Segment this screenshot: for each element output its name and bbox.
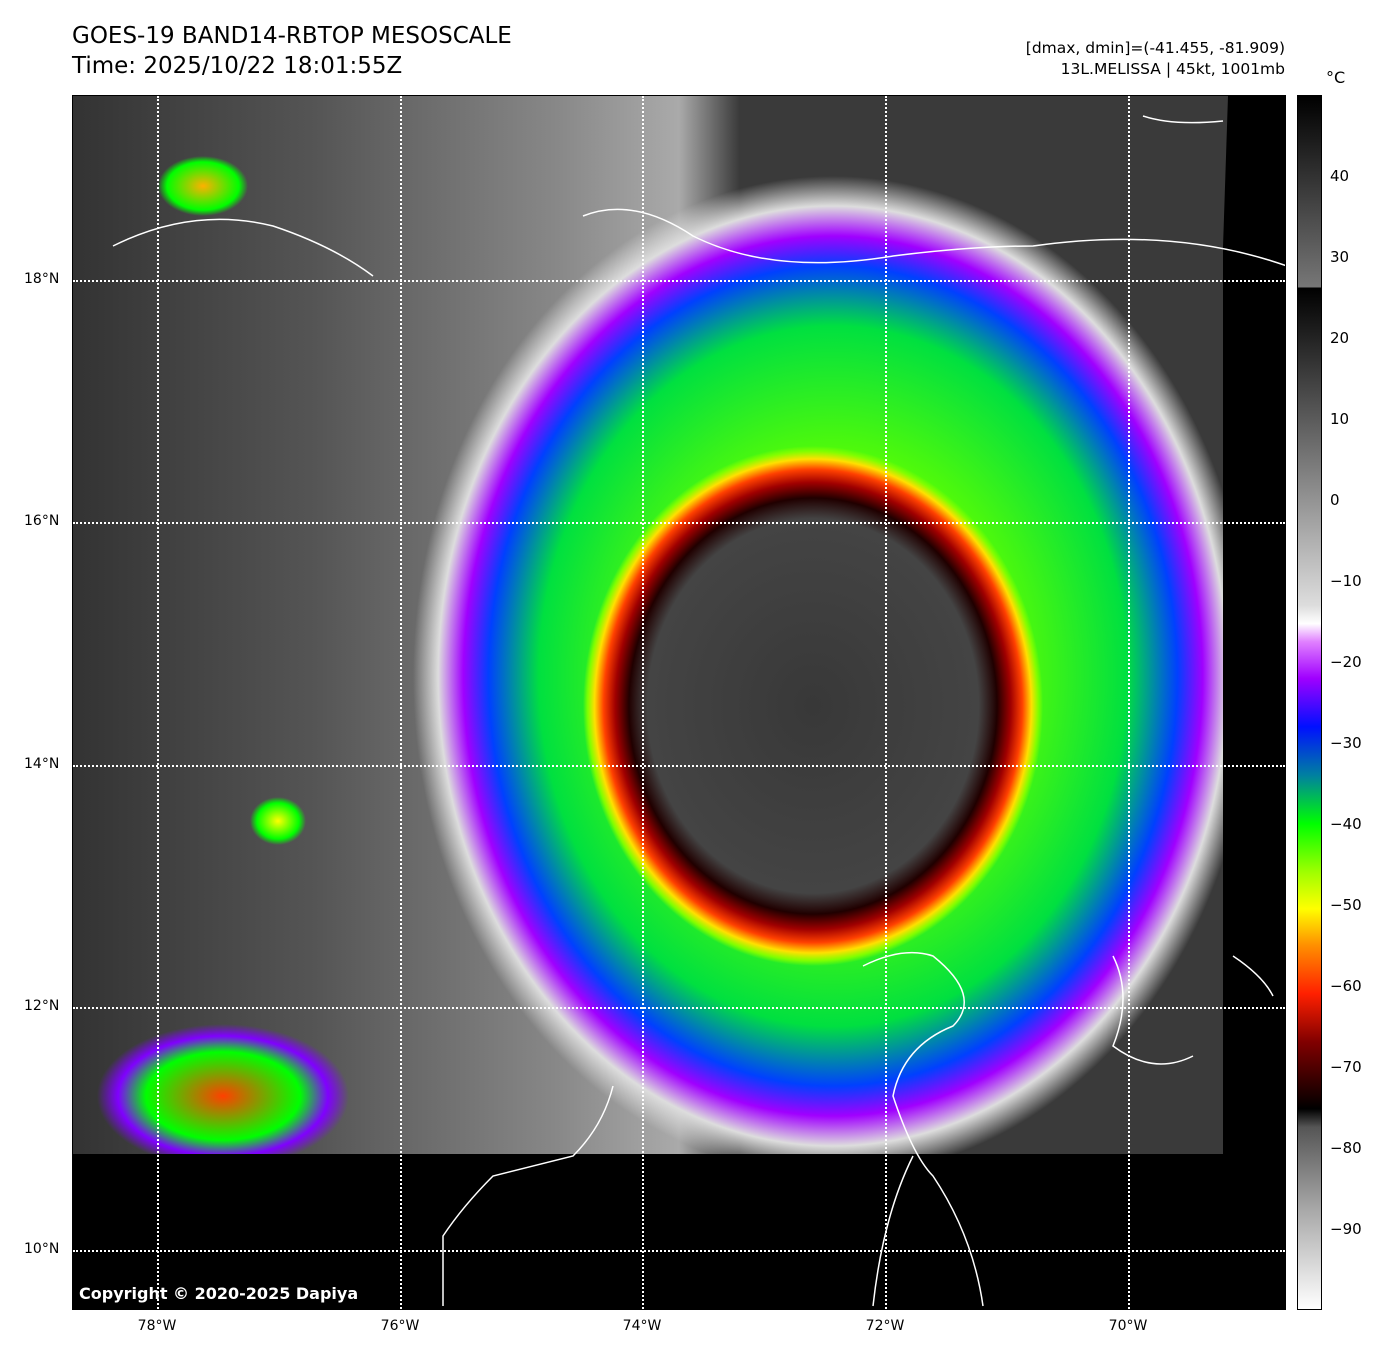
gridline-72w — [885, 96, 887, 1309]
lon-label: 74°W — [622, 1318, 662, 1334]
lat-label: 14°N — [24, 756, 60, 772]
gridline-74w — [642, 96, 644, 1309]
colorbar-tick: −70 — [1330, 1058, 1362, 1076]
colorbar — [1297, 95, 1322, 1310]
gridline-76w — [400, 96, 402, 1309]
coastlines — [112, 115, 1285, 1307]
gridline-12n — [73, 1007, 1285, 1009]
colorbar-tick: −90 — [1330, 1220, 1362, 1238]
colorbar-tick: −80 — [1330, 1139, 1362, 1157]
chart-title: GOES-19 BAND14-RBTOP MESOSCALE — [72, 23, 512, 49]
timestamp: Time: 2025/10/22 18:01:55Z — [72, 53, 403, 79]
colorbar-tick: 10 — [1330, 410, 1350, 428]
colorbar-tick: −40 — [1330, 815, 1362, 833]
lon-label: 76°W — [380, 1318, 420, 1334]
copyright: Copyright © 2020-2025 Dapiya — [79, 1284, 359, 1303]
lat-label: 10°N — [24, 1241, 60, 1257]
lat-label: 18°N — [24, 271, 60, 287]
colorbar-tick: 40 — [1330, 167, 1350, 185]
gridline-10n — [73, 1250, 1285, 1252]
lon-label: 70°W — [1108, 1318, 1148, 1334]
gridline-18n — [73, 280, 1285, 282]
no-data-bottom — [73, 1154, 1285, 1309]
lat-label: 16°N — [24, 513, 60, 529]
colorbar-tick: −60 — [1330, 977, 1362, 995]
satellite-map: Copyright © 2020-2025 Dapiya — [72, 95, 1286, 1310]
colorbar-tick: 20 — [1330, 329, 1350, 347]
colorbar-tick: −30 — [1330, 734, 1362, 752]
colorbar-tick: 0 — [1330, 491, 1340, 509]
gridline-70w — [1128, 96, 1130, 1309]
cloud-background — [73, 96, 1285, 1309]
storm-info: 13L.MELISSA | 45kt, 1001mb — [1060, 60, 1285, 78]
gridline-78w — [157, 96, 159, 1309]
colorbar-tick: 30 — [1330, 248, 1350, 266]
no-data-right — [1223, 96, 1285, 1309]
lon-label: 78°W — [137, 1318, 177, 1334]
colorbar-unit: °C — [1326, 68, 1346, 87]
data-range: [dmax, dmin]=(-41.455, -81.909) — [1025, 39, 1285, 57]
lon-label: 72°W — [865, 1318, 905, 1334]
colorbar-tick: −20 — [1330, 653, 1362, 671]
colorbar-tick: −50 — [1330, 896, 1362, 914]
gridline-16n — [73, 522, 1285, 524]
colorbar-tick: −10 — [1330, 572, 1362, 590]
lat-label: 12°N — [24, 998, 60, 1014]
gridline-14n — [73, 765, 1285, 767]
